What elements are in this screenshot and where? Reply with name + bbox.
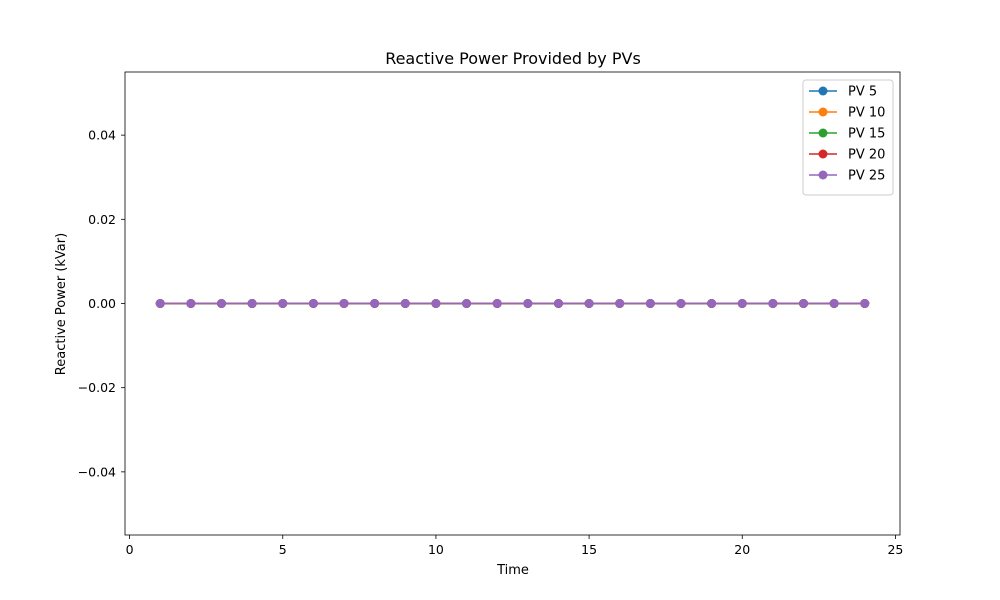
x-tick-label: 25 — [887, 542, 903, 557]
data-point — [186, 299, 196, 308]
data-point — [492, 299, 502, 308]
legend-item: PV 25 — [809, 169, 885, 184]
data-point — [584, 299, 594, 308]
data-point — [216, 299, 226, 308]
data-point — [431, 299, 441, 308]
x-axis-label: Time — [496, 563, 529, 578]
data-point — [462, 299, 472, 308]
legend-label: PV 25 — [848, 169, 885, 184]
x-tick-label: 20 — [734, 542, 750, 557]
legend-item: PV 15 — [809, 127, 885, 142]
data-point — [247, 299, 257, 308]
data-point — [737, 299, 747, 308]
data-point — [645, 299, 655, 308]
y-axis-label: Reactive Power (kVar) — [54, 233, 69, 375]
legend-item: PV 20 — [809, 148, 885, 163]
data-point — [615, 299, 625, 308]
x-tick-label: 15 — [581, 542, 597, 557]
legend-marker — [818, 149, 828, 159]
series-5 — [155, 299, 870, 308]
legend-item: PV 10 — [809, 106, 885, 121]
legend-item: PV 5 — [809, 85, 877, 100]
data-point — [676, 299, 686, 308]
x-tick-label: 0 — [126, 542, 134, 557]
legend-marker — [818, 86, 828, 96]
data-point — [768, 299, 778, 308]
legend-label: PV 20 — [848, 148, 885, 163]
data-point — [339, 299, 349, 308]
data-point — [799, 299, 809, 308]
data-point — [155, 299, 165, 308]
data-point — [707, 299, 717, 308]
x-tick-label: 5 — [279, 542, 287, 557]
data-point — [523, 299, 533, 308]
data-point — [553, 299, 563, 308]
data-point — [400, 299, 410, 308]
legend-label: PV 5 — [848, 85, 877, 100]
y-tick-label: −0.04 — [78, 464, 116, 479]
legend: PV 5 PV 10 PV 15 PV 20 PV 25 — [802, 79, 894, 196]
data-point — [370, 299, 380, 308]
legend-label: PV 10 — [848, 106, 885, 121]
data-point — [829, 299, 839, 308]
y-tick-label: 0.04 — [88, 128, 116, 143]
legend-marker — [818, 128, 828, 138]
y-tick-label: 0.02 — [88, 212, 116, 227]
y-tick-label: −0.02 — [78, 380, 116, 395]
legend-marker — [818, 170, 828, 180]
y-tick-label: 0.00 — [88, 296, 116, 311]
data-point — [308, 299, 318, 308]
legend-label: PV 15 — [848, 127, 885, 142]
plot-area — [155, 299, 870, 308]
chart-title: Reactive Power Provided by PVs — [385, 49, 641, 68]
axes: 0 5 10 15 20 25 0.04 0.02 0.00 −0.02 −0.04 — [78, 71, 903, 557]
data-point — [860, 299, 870, 308]
x-tick-label: 10 — [428, 542, 444, 557]
data-point — [278, 299, 288, 308]
legend-marker — [818, 107, 828, 117]
